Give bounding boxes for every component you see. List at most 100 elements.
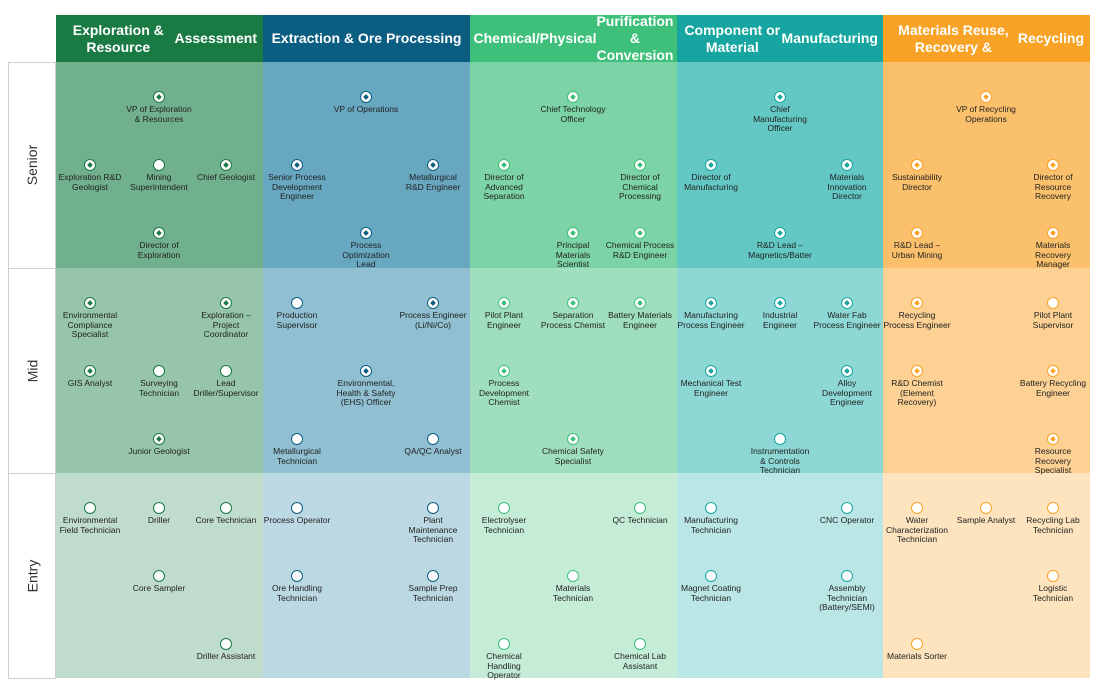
role-node[interactable]: Pilot Plant Supervisor [1003,297,1100,330]
row-label-mid: Mid [8,268,56,473]
circle-marker-icon [1047,297,1059,309]
role-node[interactable]: Core Sampler [109,570,209,594]
role-node[interactable]: VP of Recycling Operations [936,91,1036,124]
role-node[interactable]: Logistic Technician [1003,570,1100,603]
role-node[interactable]: Metallurgical R&D Engineer [383,159,483,192]
diamond-marker-icon [980,91,992,103]
role-node[interactable]: Surveying Technician [109,365,209,398]
role-node[interactable]: Process Engineer (Li/Ni/Co) [383,297,483,330]
role-node[interactable]: Recycling Lab Technician [1003,502,1100,535]
role-node[interactable]: Water Fab Process Engineer [797,297,897,330]
role-node[interactable]: Exploration – Project Coordinator [176,297,276,340]
role-node[interactable]: GIS Analyst [40,365,140,389]
role-label: Principal Materials Scientist [555,240,591,270]
role-node[interactable]: Exploration R&D Geologist [40,159,140,192]
circle-marker-icon [705,570,717,582]
diamond-marker-icon [911,159,923,171]
role-node[interactable]: Mining Superintendent [109,159,209,192]
role-node[interactable]: Manufacturing Technician [661,502,761,535]
role-label: Resource Recovery Specialist [1034,446,1072,476]
role-label: Lead Driller/Supervisor [193,378,259,398]
role-node[interactable]: Recycling Process Engineer [867,297,967,330]
role-node[interactable]: Separation Process Chemist [523,297,623,330]
role-node[interactable]: Mechanical Test Engineer [661,365,761,398]
role-node[interactable]: Driller Assistant [176,638,276,662]
circle-marker-icon [220,502,232,514]
role-node[interactable]: Sample Analyst [936,502,1036,526]
role-label: Chemical Process R&D Engineer [605,240,675,260]
diamond-dot-icon [156,94,162,100]
role-node[interactable]: Chemical Process R&D Engineer [590,227,690,260]
diamond-marker-icon [360,365,372,377]
role-node[interactable]: Materials Innovation Director [797,159,897,202]
role-node[interactable]: Senior Process Development Engineer [247,159,347,202]
role-node[interactable]: Chemical Handling Operator [454,638,554,681]
role-node[interactable]: Pilot Plant Engineer [454,297,554,330]
role-node[interactable]: Instrumentation & Controls Technician [730,433,830,476]
role-node[interactable]: Battery Materials Engineer [590,297,690,330]
diamond-marker-icon [427,297,439,309]
role-node[interactable]: QC Technician [590,502,690,526]
role-node[interactable]: R&D Chemist (Element Recovery) [867,365,967,408]
role-node[interactable]: Environmental Field Technician [40,502,140,535]
role-label: CNC Operator [819,515,875,525]
role-node[interactable]: Sample Prep Technician [383,570,483,603]
row-label-text: Senior [24,144,40,186]
role-node[interactable]: Sustainability Director [867,159,967,192]
role-node[interactable]: Ore Handling Technician [247,570,347,603]
role-node[interactable]: Chemical Lab Assistant [590,638,690,671]
role-node[interactable]: CNC Operator [797,502,897,526]
role-node[interactable]: Process Development Chemist [454,365,554,408]
role-node[interactable]: Driller [109,502,209,526]
role-node[interactable]: Lead Driller/Supervisor [176,365,276,398]
role-node[interactable]: Principal Materials Scientist [523,227,623,270]
role-label: Sustainability Director [891,172,943,192]
circle-marker-icon [427,433,439,445]
role-node[interactable]: Junior Geologist [109,433,209,457]
role-node[interactable]: Director of Advanced Separation [454,159,554,202]
circle-marker-icon [153,502,165,514]
role-node[interactable]: Water Characterization Technician [867,502,967,545]
role-label: Chief Manufacturing Officer [753,104,807,134]
diamond-dot-icon [1050,162,1056,168]
role-node[interactable]: Chief Technology Officer [523,91,623,124]
column-title-line: Purification & Conversion [596,13,674,63]
row-label-text: Mid [24,359,40,382]
role-node[interactable]: Resource Recovery Specialist [1003,433,1100,476]
role-node[interactable]: Director of Chemical Processing [590,159,690,202]
role-node[interactable]: Metallurgical Technician [247,433,347,466]
role-node[interactable]: Chief Manufacturing Officer [730,91,830,134]
role-node[interactable]: Industrial Engineer [730,297,830,330]
role-node[interactable]: Environmental, Health & Safety (EHS) Off… [316,365,416,408]
role-node[interactable]: Director of Manufacturing [661,159,761,192]
role-node[interactable]: R&D Lead – Magnetics/Batter [730,227,830,260]
role-node[interactable]: Process Operator [247,502,347,526]
role-node[interactable]: Battery Recycling Engineer [1003,365,1100,398]
role-node[interactable]: Plant Maintenance Technician [383,502,483,545]
role-label: Director of Exploration [137,240,181,260]
role-node[interactable]: Alloy Development Engineer [797,365,897,408]
role-node[interactable]: Electrolyser Technician [454,502,554,535]
role-node[interactable]: VP of Exploration & Resources [109,91,209,124]
role-label: Exploration R&D Geologist [58,172,122,192]
role-node[interactable]: Chief Geologist [176,159,276,183]
role-node[interactable]: Environmental Compliance Specialist [40,297,140,340]
role-node[interactable]: R&D Lead – Urban Mining [867,227,967,260]
role-node[interactable]: Chemical Safety Specialist [523,433,623,466]
role-node[interactable]: Magnet Coating Technician [661,570,761,603]
role-node[interactable]: Production Supervisor [247,297,347,330]
role-label: Plant Maintenance Technician [408,515,458,545]
role-node[interactable]: Materials Sorter [867,638,967,662]
role-node[interactable]: Director of Resource Recovery [1003,159,1100,202]
role-node[interactable]: Materials Technician [523,570,623,603]
role-node[interactable]: Materials Recovery Manager [1003,227,1100,270]
role-node[interactable]: Process Optimization Lead [316,227,416,270]
role-node[interactable]: Manufacturing Process Engineer [661,297,761,330]
role-node[interactable]: QA/QC Analyst [383,433,483,457]
role-node[interactable]: VP of Operations [316,91,416,115]
role-node[interactable]: Core Technician [176,502,276,526]
diamond-marker-icon [841,159,853,171]
role-node[interactable]: Assembly Technician (Battery/SEMI) [797,570,897,613]
role-node[interactable]: Director of Exploration [109,227,209,260]
circle-marker-icon [911,638,923,650]
